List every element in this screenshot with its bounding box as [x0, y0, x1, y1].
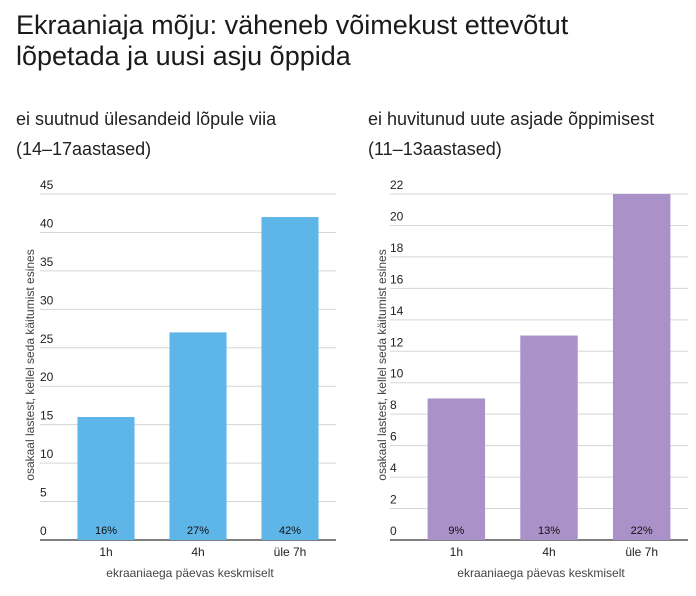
y-tick-label: 0: [40, 524, 47, 538]
x-tick-label: üle 7h: [625, 545, 658, 559]
y-tick-label: 18: [390, 241, 404, 255]
chart-left-heading: ei suutnud ülesandeid lõpule viia (14–17…: [16, 104, 336, 164]
bar-data-label: 22%: [631, 525, 653, 537]
chart-right-subtitle: (11–13aastased): [368, 139, 502, 159]
y-tick-label: 5: [40, 486, 47, 500]
bar-data-label: 13%: [538, 525, 560, 537]
page-title: Ekraaniaja mõju: väheneb võimekust ettev…: [16, 10, 569, 71]
y-tick-label: 0: [390, 524, 397, 538]
y-tick-label: 22: [390, 178, 404, 192]
bar: [169, 332, 227, 540]
y-tick-label: 14: [390, 304, 404, 318]
x-tick-label: 1h: [99, 545, 112, 559]
y-tick-label: 8: [390, 398, 397, 412]
y-axis-title: osakaal lastest, kellel seda käitumist e…: [23, 249, 37, 480]
x-tick-label: 1h: [450, 545, 463, 559]
bar-data-label: 42%: [279, 525, 301, 537]
y-tick-label: 30: [40, 293, 54, 307]
bar: [612, 194, 671, 540]
chart-right-title: ei huvitunud uute asjade õppimisest: [368, 109, 655, 129]
bar: [520, 335, 578, 540]
x-tick-label: 4h: [542, 545, 555, 559]
bar: [261, 217, 319, 541]
y-axis-title: osakaal lastest, kellel seda käitumist e…: [375, 249, 389, 480]
chart-right-heading: ei huvitunud uute asjade õppimisest (11–…: [368, 104, 688, 164]
x-axis-title: ekraaniaega päevas keskmiselt: [106, 566, 274, 580]
y-tick-label: 25: [40, 332, 54, 346]
bar: [427, 398, 486, 540]
chart-left-title: ei suutnud ülesandeid lõpule viia: [16, 109, 277, 129]
y-tick-label: 45: [40, 178, 54, 192]
y-tick-label: 15: [40, 409, 54, 423]
bar: [77, 416, 135, 540]
bar-data-label: 9%: [448, 525, 464, 537]
y-tick-label: 40: [40, 216, 54, 230]
y-tick-label: 10: [390, 367, 404, 381]
x-tick-label: üle 7h: [274, 545, 307, 559]
bar-data-label: 27%: [187, 525, 209, 537]
y-tick-label: 6: [390, 430, 397, 444]
y-tick-label: 16: [390, 272, 404, 286]
bar-data-label: 16%: [95, 525, 117, 537]
chart-left-subtitle: (14–17aastased): [16, 139, 152, 159]
y-tick-label: 10: [40, 447, 54, 461]
x-axis-title: ekraaniaega päevas keskmiselt: [457, 566, 625, 580]
chart-right: 0 2 4 6 8 10 12 14 16 18 20 22 9% 1h 13% 4h 22% üle 7hekr…: [375, 178, 688, 580]
y-tick-label: 35: [40, 255, 54, 269]
x-tick-label: 4h: [191, 545, 204, 559]
chart-left: 0 5 10 15 20 25 30 35 40 45 16% 1h 27% 4h 42% üle 7hekr…: [23, 178, 336, 580]
y-tick-label: 4: [390, 461, 397, 475]
y-tick-label: 2: [390, 493, 397, 507]
y-tick-label: 12: [390, 335, 404, 349]
y-tick-label: 20: [40, 370, 54, 384]
y-tick-label: 20: [390, 209, 404, 223]
